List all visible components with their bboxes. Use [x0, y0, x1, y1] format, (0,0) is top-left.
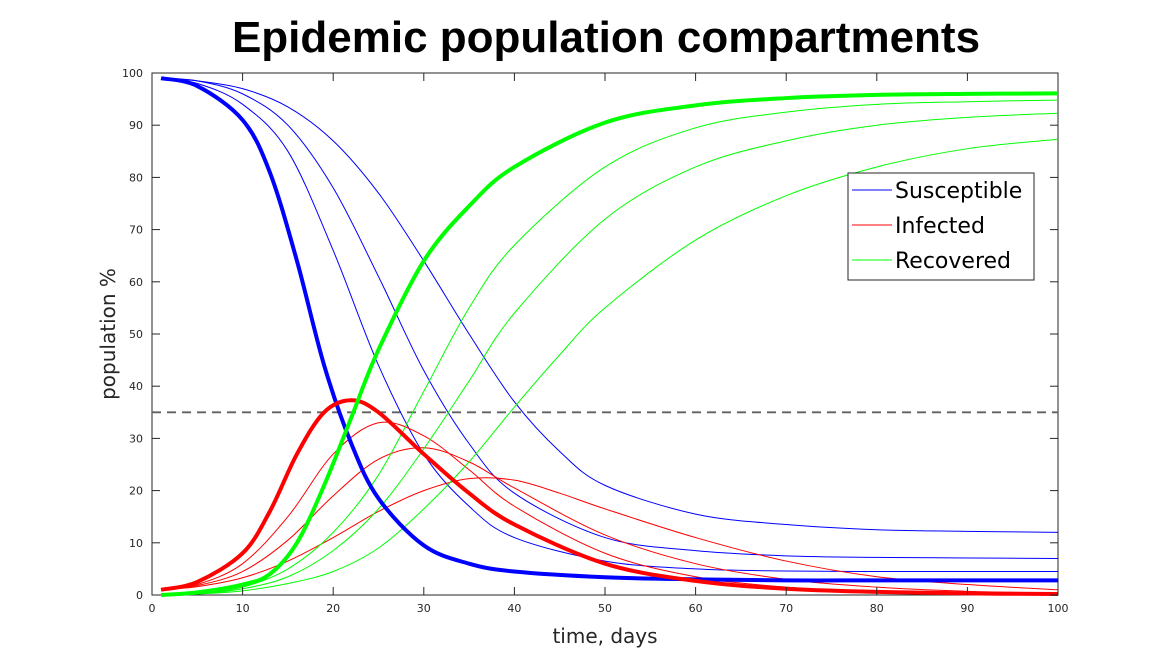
- legend: Susceptible Infected Recovered: [847, 172, 1035, 281]
- x-tick-label: 20: [326, 602, 340, 615]
- series-layer: [160, 76, 1059, 597]
- x-tick-label: 50: [598, 602, 612, 615]
- y-tick-label: 80: [129, 171, 143, 184]
- y-tick-label: 100: [122, 67, 143, 80]
- series-line-susceptible-1: [160, 77, 1058, 573]
- y-tick-label: 60: [129, 276, 143, 289]
- series-line-susceptible-3: [161, 77, 1059, 533]
- x-tick-label: 100: [1048, 602, 1069, 615]
- legend-label-infected: Infected: [895, 214, 985, 239]
- x-axis-label: time, days: [552, 624, 657, 648]
- y-axis-label: population %: [96, 268, 120, 400]
- x-tick-label: 70: [779, 602, 793, 615]
- y-tick-label: 0: [136, 589, 143, 602]
- x-tick-label: 90: [960, 602, 974, 615]
- series-line-infected-4: [160, 398, 1059, 596]
- y-tick-label: 40: [129, 380, 143, 393]
- x-tick-label: 60: [689, 602, 703, 615]
- x-tick-label: 30: [417, 602, 431, 615]
- series-line-susceptible-2: [161, 77, 1059, 559]
- x-tick-label: 0: [149, 602, 156, 615]
- legend-label-susceptible: Susceptible: [895, 179, 1022, 204]
- x-tick-label: 40: [507, 602, 521, 615]
- tick-layer: 0 10 20 30 40 50 60 70 80 90 100 0 10 20 30 40 50 60 70 80 9…: [122, 67, 1069, 615]
- y-tick-label: 90: [129, 119, 143, 132]
- chart-title: Epidemic population compartments: [232, 13, 980, 62]
- x-tick-label: 10: [236, 602, 250, 615]
- y-tick-label: 50: [129, 328, 143, 341]
- legend-label-recovered: Recovered: [895, 249, 1011, 274]
- series-line-infected-7: [161, 477, 1059, 591]
- y-tick-label: 20: [129, 485, 143, 498]
- y-tick-label: 10: [129, 537, 143, 550]
- legend-box: [847, 172, 1035, 281]
- series-line-recovered-8: [160, 91, 1059, 597]
- y-tick-label: 30: [129, 432, 143, 445]
- series-line-susceptible-0: [160, 76, 1058, 583]
- series-line-recovered-9: [161, 99, 1059, 596]
- series-line-recovered-10: [161, 112, 1059, 596]
- x-tick-label: 80: [870, 602, 884, 615]
- y-tick-label: 70: [129, 224, 143, 237]
